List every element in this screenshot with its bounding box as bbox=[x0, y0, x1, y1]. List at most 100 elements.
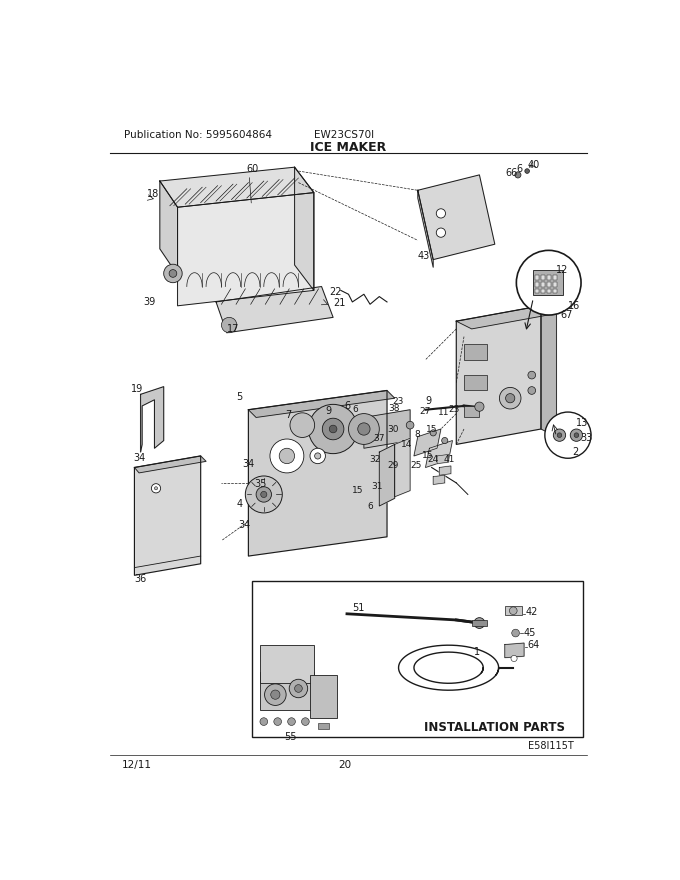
Text: 43: 43 bbox=[418, 251, 430, 260]
Circle shape bbox=[557, 433, 562, 437]
Bar bbox=[464, 406, 479, 417]
Text: 29: 29 bbox=[387, 461, 398, 470]
Text: 27: 27 bbox=[420, 407, 430, 415]
Circle shape bbox=[256, 487, 271, 502]
Text: 14: 14 bbox=[401, 440, 412, 449]
Text: 9: 9 bbox=[326, 406, 332, 415]
Bar bbox=[260, 644, 314, 683]
Text: 34: 34 bbox=[133, 453, 145, 463]
Text: 15: 15 bbox=[422, 451, 433, 460]
Text: 55: 55 bbox=[285, 732, 297, 742]
Bar bbox=[554, 289, 557, 293]
Circle shape bbox=[511, 656, 517, 662]
Polygon shape bbox=[294, 167, 314, 290]
Bar bbox=[535, 289, 539, 293]
Text: 31: 31 bbox=[371, 482, 383, 491]
Circle shape bbox=[290, 413, 315, 437]
Circle shape bbox=[442, 437, 448, 444]
Text: 9: 9 bbox=[426, 395, 432, 406]
Circle shape bbox=[554, 429, 566, 441]
Polygon shape bbox=[248, 391, 394, 417]
Circle shape bbox=[289, 679, 307, 698]
Circle shape bbox=[329, 425, 337, 433]
Polygon shape bbox=[439, 466, 451, 475]
Text: 42: 42 bbox=[526, 607, 538, 617]
Polygon shape bbox=[456, 306, 556, 329]
Text: EW23CS70I: EW23CS70I bbox=[314, 130, 374, 140]
Circle shape bbox=[430, 429, 437, 436]
Text: 22: 22 bbox=[329, 287, 342, 297]
Text: 24: 24 bbox=[427, 455, 439, 465]
Text: 2: 2 bbox=[572, 447, 578, 457]
Text: Publication No: 5995604864: Publication No: 5995604864 bbox=[124, 130, 271, 140]
Polygon shape bbox=[248, 391, 387, 556]
Text: 34: 34 bbox=[242, 458, 254, 469]
Polygon shape bbox=[394, 438, 410, 496]
Text: ICE MAKER: ICE MAKER bbox=[310, 141, 387, 154]
Circle shape bbox=[358, 422, 370, 435]
Bar bbox=[505, 606, 522, 615]
Bar bbox=[554, 275, 557, 280]
Circle shape bbox=[528, 371, 536, 379]
Circle shape bbox=[310, 448, 326, 464]
Text: 11: 11 bbox=[438, 407, 449, 416]
Circle shape bbox=[265, 684, 286, 706]
Circle shape bbox=[512, 629, 520, 637]
Polygon shape bbox=[216, 287, 333, 333]
Bar bbox=[547, 289, 551, 293]
Text: 6: 6 bbox=[516, 164, 522, 173]
Text: 23: 23 bbox=[449, 406, 460, 414]
Circle shape bbox=[545, 412, 591, 458]
Text: 36: 36 bbox=[135, 574, 147, 584]
Bar bbox=[464, 344, 487, 360]
Bar bbox=[541, 275, 545, 280]
Polygon shape bbox=[135, 456, 201, 576]
Circle shape bbox=[164, 264, 182, 282]
Circle shape bbox=[271, 690, 280, 700]
Polygon shape bbox=[418, 190, 433, 268]
Polygon shape bbox=[433, 475, 445, 484]
Text: 18: 18 bbox=[147, 189, 159, 199]
Polygon shape bbox=[541, 306, 556, 436]
Circle shape bbox=[474, 618, 485, 628]
Circle shape bbox=[270, 439, 304, 473]
Text: 15: 15 bbox=[352, 486, 364, 495]
Circle shape bbox=[348, 414, 379, 444]
Text: 66: 66 bbox=[505, 167, 518, 178]
Circle shape bbox=[322, 418, 344, 440]
Circle shape bbox=[406, 422, 414, 429]
Text: 40: 40 bbox=[527, 160, 539, 170]
Bar bbox=[252, 582, 583, 737]
Polygon shape bbox=[414, 429, 441, 456]
Circle shape bbox=[499, 387, 521, 409]
Text: 60: 60 bbox=[246, 164, 258, 173]
Text: 19: 19 bbox=[131, 384, 143, 394]
Text: 6: 6 bbox=[345, 401, 351, 411]
Circle shape bbox=[515, 172, 521, 178]
Circle shape bbox=[154, 487, 158, 490]
Bar bbox=[554, 282, 557, 287]
Text: 21: 21 bbox=[333, 298, 345, 309]
Text: 6: 6 bbox=[368, 502, 373, 510]
Text: 34: 34 bbox=[239, 520, 251, 531]
Text: 8: 8 bbox=[414, 430, 420, 439]
Circle shape bbox=[525, 169, 530, 173]
Polygon shape bbox=[160, 167, 314, 207]
Text: 15: 15 bbox=[426, 424, 437, 434]
Text: 1: 1 bbox=[474, 648, 480, 657]
Text: 38: 38 bbox=[388, 404, 400, 413]
Text: 17: 17 bbox=[227, 324, 239, 334]
Text: 13: 13 bbox=[577, 418, 589, 428]
Polygon shape bbox=[177, 193, 314, 306]
Circle shape bbox=[571, 429, 583, 441]
Circle shape bbox=[301, 718, 309, 725]
Circle shape bbox=[309, 405, 358, 454]
Circle shape bbox=[315, 453, 321, 459]
Bar bbox=[464, 375, 487, 391]
Circle shape bbox=[169, 269, 177, 277]
Text: 30: 30 bbox=[387, 424, 398, 434]
Polygon shape bbox=[379, 444, 394, 506]
Circle shape bbox=[475, 402, 484, 411]
Text: 25: 25 bbox=[410, 461, 422, 471]
Text: 45: 45 bbox=[524, 628, 537, 638]
